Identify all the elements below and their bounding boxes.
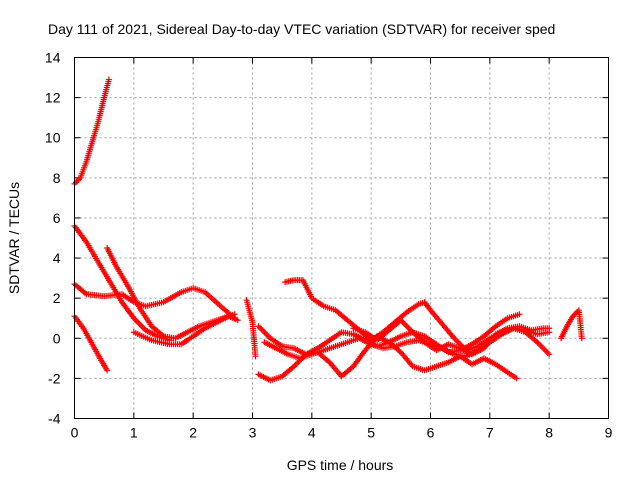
y-tick-label: 12 — [45, 90, 61, 106]
x-tick-label: 4 — [308, 425, 316, 441]
series-sat-mid-c — [130, 313, 241, 348]
y-tick-label: -2 — [48, 370, 61, 386]
x-tick-label: 6 — [427, 425, 435, 441]
data-point — [105, 76, 112, 83]
series-sat-end — [558, 307, 585, 342]
data-point — [252, 353, 259, 360]
y-tick-label: 0 — [53, 330, 61, 346]
x-tick-label: 0 — [71, 425, 79, 441]
data-point — [513, 375, 520, 382]
data-point — [578, 335, 585, 342]
y-tick-label: 2 — [53, 290, 61, 306]
series-sat-falling-a — [71, 313, 111, 374]
chart-title: Day 111 of 2021, Sidereal Day-to-day VTE… — [48, 21, 555, 37]
series-sat-mid-a — [71, 281, 238, 322]
data-point — [546, 325, 553, 332]
y-tick-label: 8 — [53, 170, 61, 186]
y-axis-title: SDTVAR / TECUs — [6, 182, 22, 294]
grid — [74, 57, 609, 419]
y-tick-label: 14 — [45, 50, 61, 66]
y-tick-label: 10 — [45, 130, 61, 146]
x-tick-label: 2 — [189, 425, 197, 441]
series-sat-falling-b — [71, 222, 173, 344]
series-sat-late-b — [261, 325, 553, 362]
plot-frame — [74, 57, 609, 419]
x-tick-label: 8 — [545, 425, 553, 441]
data-point — [104, 367, 111, 374]
data-point — [516, 311, 523, 318]
x-tick-label: 3 — [249, 425, 257, 441]
x-tick-label: 1 — [130, 425, 138, 441]
y-tick-label: -4 — [48, 411, 61, 427]
x-tick-label: 9 — [605, 425, 613, 441]
y-tick-label: 4 — [53, 250, 61, 266]
x-axis-title: GPS time / hours — [287, 457, 394, 473]
data-point — [234, 317, 241, 324]
series-sat-late-c — [350, 317, 553, 358]
data-point — [546, 351, 553, 358]
x-tick-label: 7 — [486, 425, 494, 441]
x-tick-label: 5 — [367, 425, 375, 441]
series-sat-isolated — [243, 297, 259, 360]
data-layer — [71, 76, 585, 384]
series-sat-rising-high — [71, 76, 112, 187]
y-tick-label: 6 — [53, 210, 61, 226]
